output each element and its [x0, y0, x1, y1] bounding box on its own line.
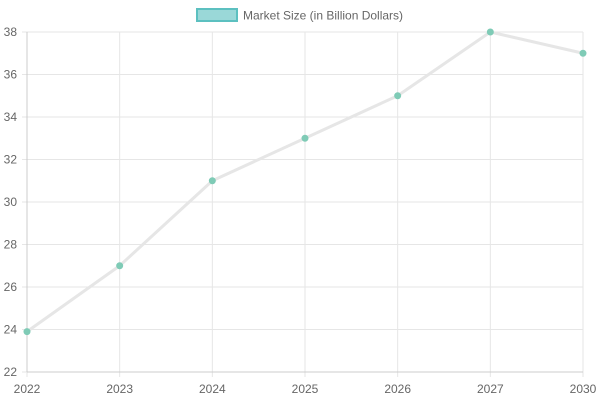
- data-point[interactable]: [301, 134, 309, 142]
- x-tick-label: 2027: [477, 382, 504, 396]
- x-tick-label: 2023: [106, 382, 133, 396]
- x-tick-label: 2030: [570, 382, 597, 396]
- data-point[interactable]: [486, 28, 494, 36]
- data-point[interactable]: [579, 49, 587, 57]
- series-layer: [23, 28, 587, 336]
- x-tick-label: 2026: [384, 382, 411, 396]
- data-point[interactable]: [116, 262, 124, 270]
- data-point[interactable]: [208, 177, 216, 185]
- y-tick-label: 26: [4, 280, 18, 294]
- y-tick-label: 30: [4, 195, 18, 209]
- y-tick-label: 36: [4, 68, 18, 82]
- grid-layer: [22, 31, 584, 377]
- x-tick-label: 2025: [292, 382, 319, 396]
- axis-layer: 22 24 26 28 30 32 34 36 38 2022 2023 2024 2025 2026 20…: [4, 25, 597, 396]
- data-point[interactable]: [394, 92, 402, 100]
- y-tick-label: 28: [4, 238, 18, 252]
- y-tick-label: 34: [4, 110, 18, 124]
- y-tick-label: 38: [4, 25, 18, 39]
- legend-label[interactable]: Market Size (in Billion Dollars): [243, 9, 403, 23]
- y-tick-label: 22: [4, 365, 18, 379]
- y-tick-label: 24: [4, 323, 18, 337]
- data-point[interactable]: [23, 328, 31, 336]
- x-tick-label: 2024: [199, 382, 226, 396]
- x-tick-label: 2022: [14, 382, 41, 396]
- legend[interactable]: Market Size (in Billion Dollars): [196, 8, 403, 23]
- y-tick-label: 32: [4, 153, 18, 167]
- legend-swatch[interactable]: [196, 8, 238, 22]
